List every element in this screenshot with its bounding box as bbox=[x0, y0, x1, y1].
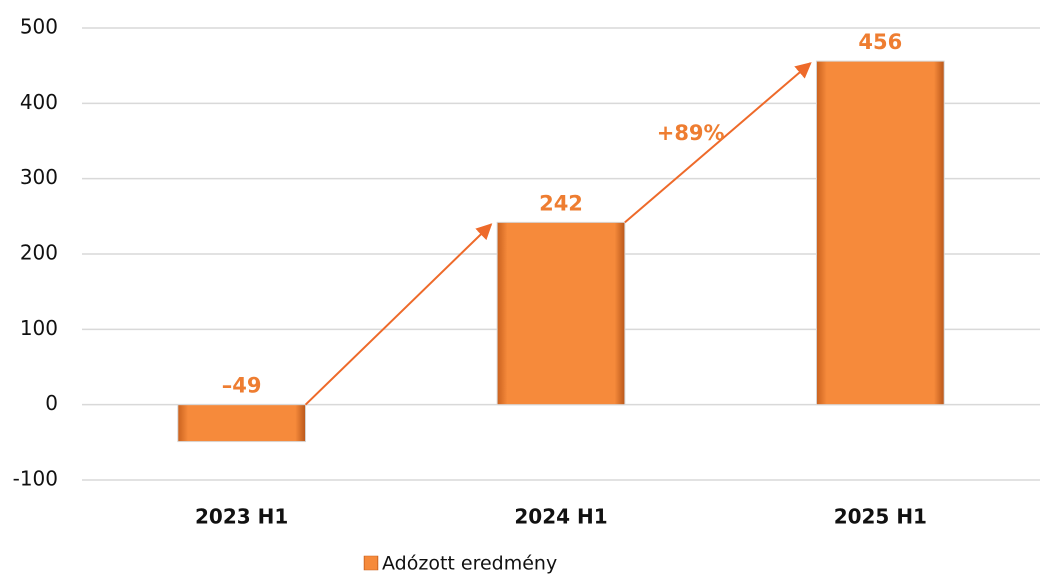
legend-label: Adózott eredmény bbox=[382, 553, 557, 574]
bar bbox=[177, 404, 307, 443]
bar bbox=[496, 221, 626, 406]
y-tick-label: 0 bbox=[45, 391, 58, 415]
y-tick-label: 300 bbox=[20, 165, 58, 189]
value-label: 242 bbox=[539, 191, 583, 215]
value-label: –49 bbox=[222, 374, 262, 398]
legend-swatch bbox=[363, 555, 379, 571]
y-tick-label: 200 bbox=[20, 241, 58, 265]
annotation: +89% bbox=[657, 121, 725, 145]
arrow bbox=[304, 223, 493, 406]
y-tick-label: -100 bbox=[13, 467, 58, 491]
x-tick-label: 2024 H1 bbox=[514, 505, 607, 529]
y-tick-label: 400 bbox=[20, 90, 58, 114]
y-tick-label: 100 bbox=[20, 316, 58, 340]
arrow bbox=[624, 62, 812, 224]
bar bbox=[815, 60, 945, 406]
x-tick-label: 2023 H1 bbox=[195, 505, 288, 529]
y-tick-label: 500 bbox=[20, 15, 58, 39]
x-tick-label: 2025 H1 bbox=[834, 505, 927, 529]
value-label: 456 bbox=[858, 30, 902, 54]
